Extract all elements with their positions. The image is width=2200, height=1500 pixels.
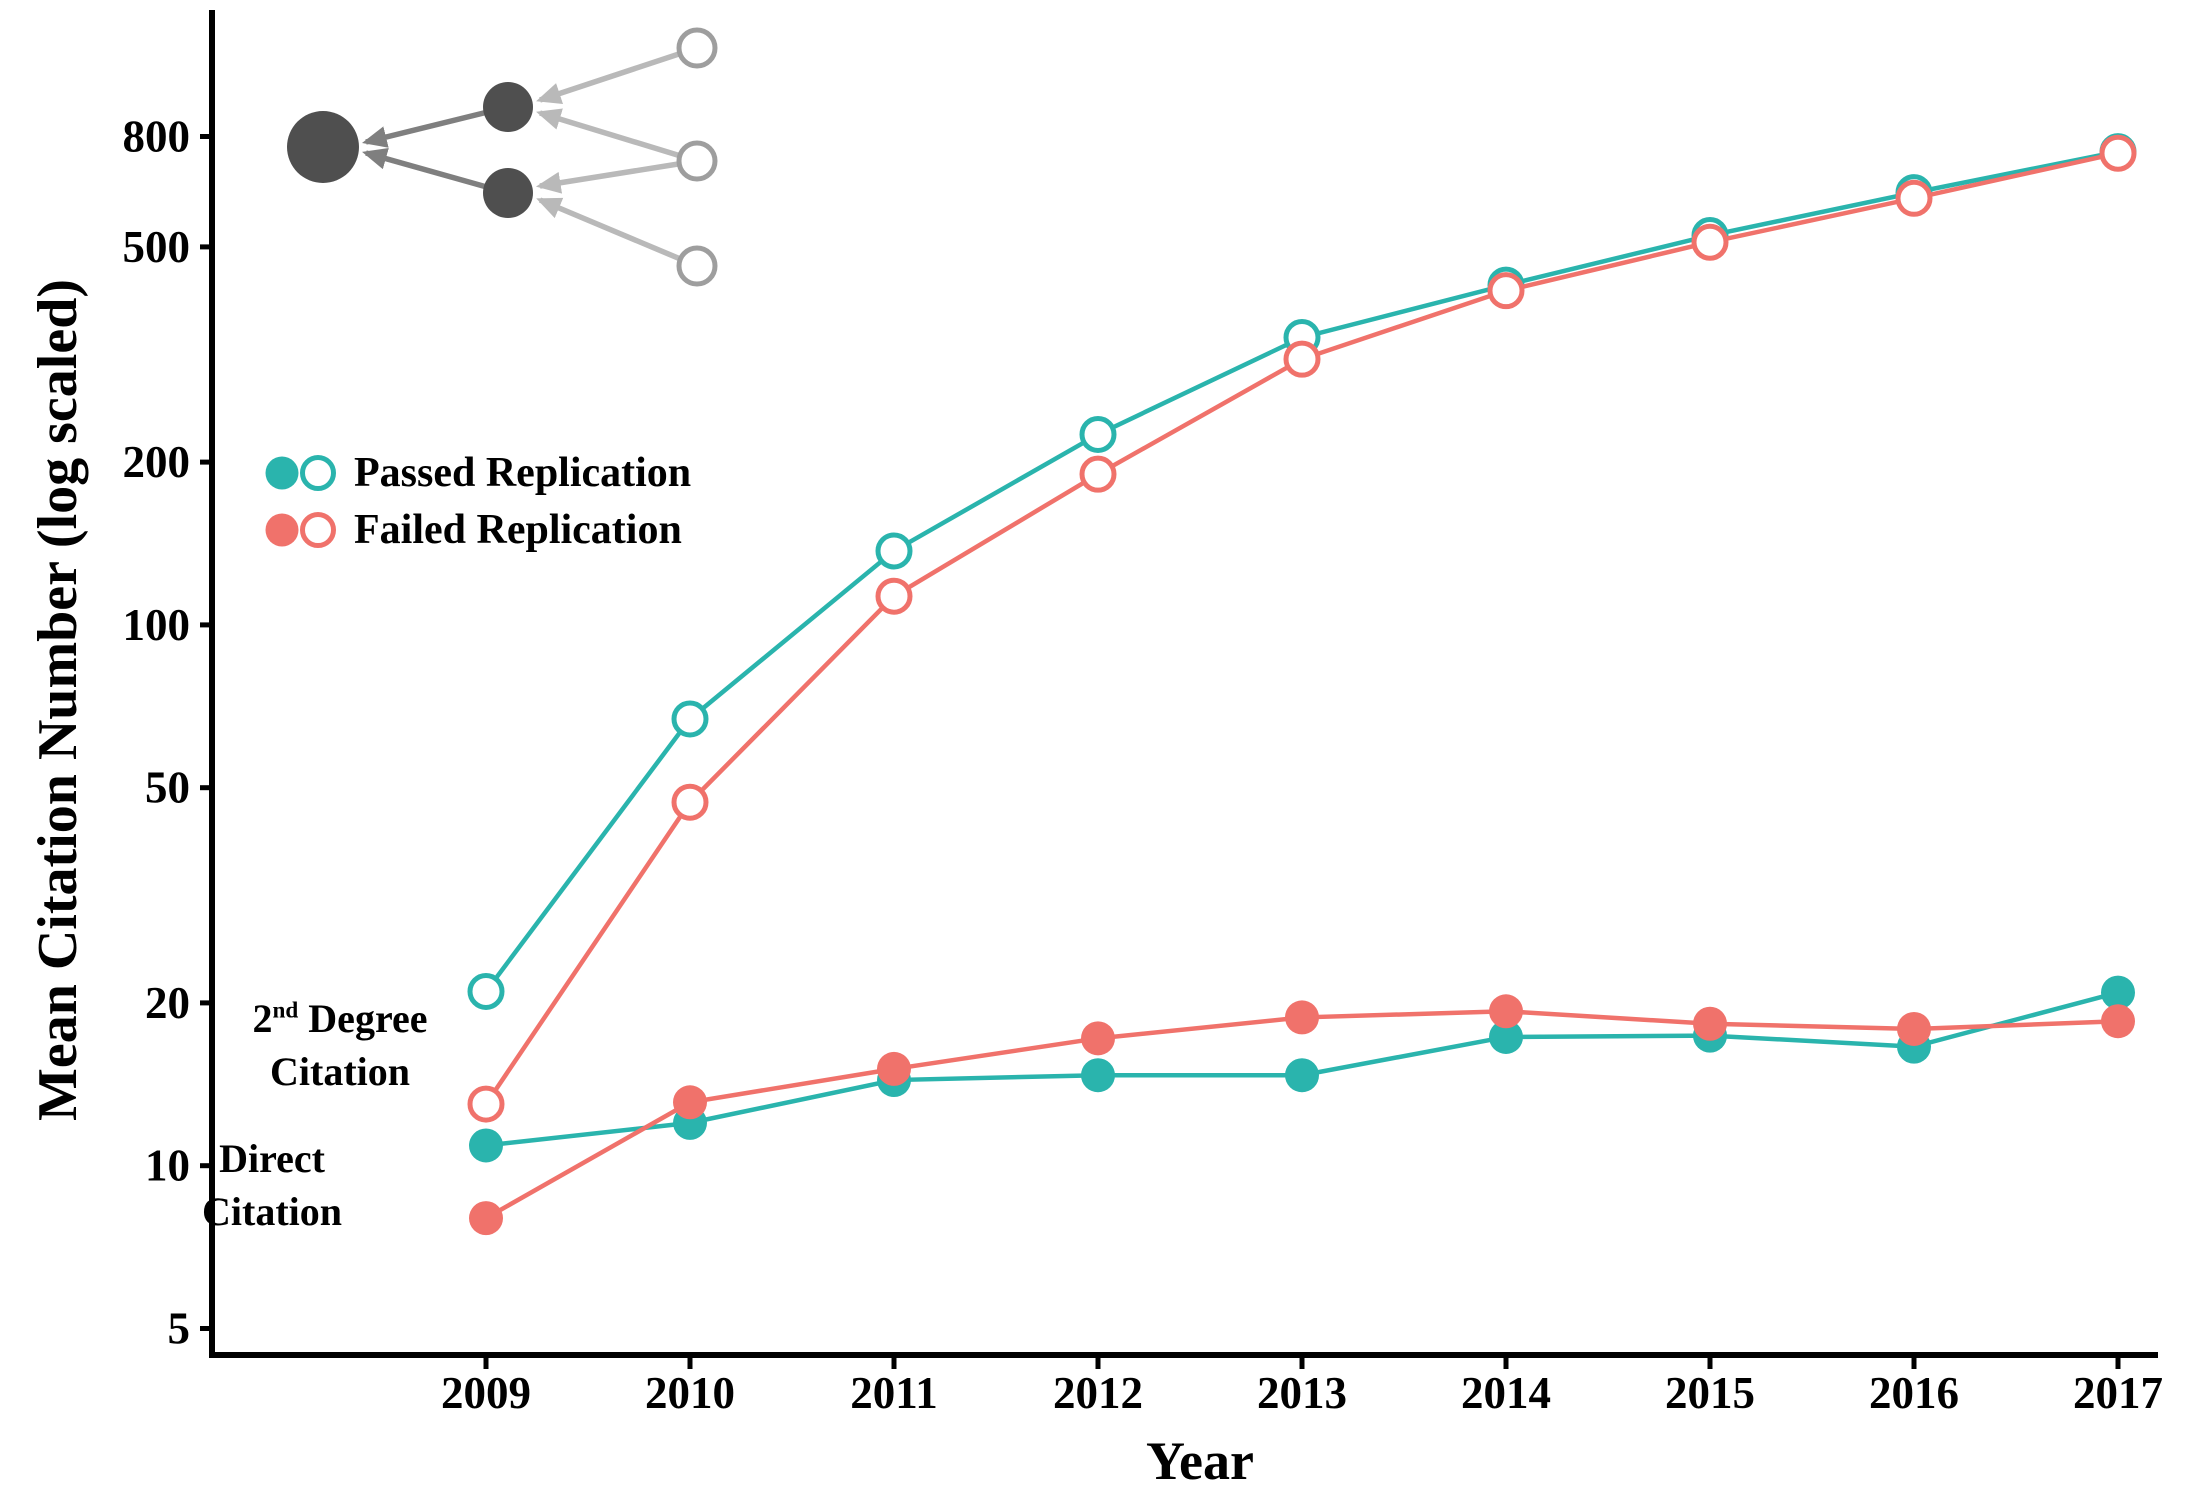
data-point-failed-second-degree-2015 — [1691, 223, 1729, 261]
series-line-passed-second-degree — [484, 149, 2119, 993]
second-degree-edge — [535, 158, 698, 194]
x-tick-label: 2014 — [1461, 1368, 1551, 1418]
legend-marker-failed — [265, 512, 336, 548]
data-point-failed-direct-2011 — [877, 1051, 911, 1086]
direct-citation-node — [483, 168, 533, 218]
data-point-failed-second-degree-2017 — [2099, 134, 2137, 172]
annotation-line: Citation — [202, 1189, 342, 1234]
data-point-failed-second-degree-2011 — [875, 577, 913, 615]
y-tick-label: 20 — [145, 978, 190, 1028]
data-point-passed-second-degree-2012 — [1079, 415, 1117, 453]
y-axis-title: Mean Citation Number (log scaled) — [27, 279, 89, 1121]
annotation-direct-citation: Direct Citation — [122, 1132, 422, 1238]
legend-label-failed: Failed Replication — [354, 507, 682, 553]
legend-open-circle-icon — [300, 512, 336, 548]
legend-marker-passed — [265, 455, 336, 491]
x-tick-label: 2010 — [645, 1368, 735, 1418]
data-point-failed-direct-2009 — [469, 1201, 503, 1236]
data-point-failed-second-degree-2009 — [467, 1085, 505, 1123]
data-point-failed-direct-2016 — [1897, 1011, 1931, 1046]
annotation-line: Citation — [270, 1049, 410, 1094]
annotation-line: 2nd Degree — [252, 996, 428, 1041]
data-point-failed-second-degree-2016 — [1895, 179, 1933, 217]
legend-filled-circle-icon — [265, 513, 299, 547]
data-point-passed-direct-2012 — [1081, 1058, 1115, 1093]
y-tick-label: 100 — [123, 600, 191, 650]
x-tick-label: 2011 — [850, 1368, 938, 1418]
data-point-failed-second-degree-2014 — [1487, 272, 1525, 310]
x-tick-label: 2009 — [441, 1368, 531, 1418]
data-point-failed-second-degree-2013 — [1283, 340, 1321, 378]
y-tick-label: 10 — [145, 1141, 190, 1191]
x-tick-label: 2016 — [1869, 1368, 1959, 1418]
legend-item-passed-replication: Passed Replication — [262, 449, 691, 497]
second-degree-edge — [536, 197, 699, 269]
second-degree-citation-node — [676, 140, 718, 182]
data-point-failed-direct-2013 — [1285, 1000, 1319, 1035]
second-degree-edge — [536, 45, 698, 104]
cited-paper-node — [287, 111, 359, 183]
data-point-passed-second-degree-2011 — [875, 532, 913, 570]
y-tick-label: 800 — [123, 112, 191, 162]
series-line-failed-second-degree — [484, 151, 2119, 1106]
y-tick-label: 5 — [168, 1303, 191, 1353]
data-point-failed-direct-2012 — [1081, 1021, 1115, 1056]
data-point-failed-second-degree-2010 — [671, 783, 709, 821]
x-tick-label: 2017 — [2073, 1368, 2163, 1418]
data-point-failed-direct-2017 — [2101, 1004, 2135, 1039]
second-degree-citation-node — [676, 27, 718, 69]
data-point-failed-second-degree-2012 — [1079, 455, 1117, 493]
second-degree-citation-node — [676, 245, 718, 287]
citation-network-diagram — [287, 27, 718, 287]
x-tick-label: 2012 — [1053, 1368, 1143, 1418]
data-point-passed-direct-2009 — [469, 1128, 503, 1163]
y-tick-label: 200 — [123, 437, 191, 487]
annotation-second-degree-citation: 2nd Degree Citation — [185, 992, 495, 1098]
legend-item-failed-replication: Failed Replication — [262, 506, 682, 554]
data-point-passed-direct-2014 — [1489, 1019, 1523, 1054]
plot-layer: 5 10 20 50 100 200 500 800 2009 2010 2011 2012 2013 2… — [123, 10, 2163, 1418]
data-point-passed-second-degree-2009 — [467, 972, 505, 1010]
x-tick-label: 2013 — [1257, 1368, 1347, 1418]
data-point-passed-direct-2013 — [1285, 1058, 1319, 1093]
y-tick-label: 50 — [145, 763, 190, 813]
data-point-failed-direct-2014 — [1489, 994, 1523, 1029]
data-point-passed-second-degree-2010 — [671, 700, 709, 738]
data-point-failed-direct-2010 — [673, 1085, 707, 1120]
x-tick-label: 2015 — [1665, 1368, 1755, 1418]
annotation-line: Direct — [219, 1136, 325, 1181]
legend-filled-circle-icon — [265, 456, 299, 490]
data-point-passed-direct-2017 — [2101, 975, 2135, 1010]
data-point-failed-direct-2015 — [1693, 1006, 1727, 1041]
y-tick-label: 500 — [123, 222, 191, 272]
direct-citation-node — [483, 82, 533, 132]
legend-open-circle-icon — [300, 455, 336, 491]
legend-label-passed: Passed Replication — [354, 450, 692, 496]
x-axis-title: Year — [1146, 1431, 1254, 1491]
second-degree-edge — [536, 108, 698, 164]
